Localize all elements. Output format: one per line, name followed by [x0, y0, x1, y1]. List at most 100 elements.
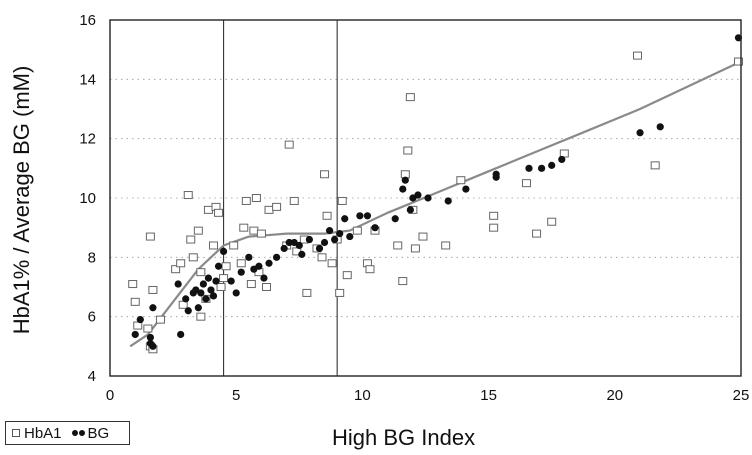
- bg-point: [298, 250, 306, 258]
- bg-point: [305, 235, 313, 244]
- hba1-point: [322, 211, 332, 220]
- y-tick-label: 4: [88, 368, 96, 385]
- hba1-point: [145, 232, 155, 241]
- filled-circle-icon: [78, 430, 85, 436]
- bg-point: [202, 295, 210, 303]
- bg-point: [656, 123, 664, 131]
- bg-point: [525, 164, 533, 172]
- hba1-point: [216, 283, 226, 291]
- bg-point: [295, 241, 303, 250]
- series-bg: [131, 34, 743, 350]
- bg-point: [214, 262, 223, 270]
- bg-point: [401, 176, 409, 184]
- hba1-point: [183, 191, 193, 200]
- hba1-point: [272, 202, 282, 211]
- hba1-point: [219, 274, 229, 283]
- hba1-point: [221, 262, 231, 271]
- hba1-point: [405, 93, 415, 102]
- x-tick-label: 5: [232, 387, 240, 404]
- bg-point: [331, 235, 339, 244]
- hba1-point: [284, 140, 294, 149]
- bg-point: [285, 238, 293, 247]
- bg-point: [406, 206, 414, 214]
- hba1-point: [342, 271, 352, 280]
- trend-line: [129, 60, 742, 348]
- bg-point: [255, 262, 263, 270]
- bg-point: [197, 289, 205, 297]
- bg-point: [174, 280, 182, 288]
- bg-point: [184, 307, 192, 315]
- hba1-point: [214, 208, 224, 217]
- bg-point: [462, 185, 470, 193]
- bg-point: [207, 286, 215, 294]
- open-square-icon: [12, 429, 20, 437]
- hba1-point: [650, 161, 660, 170]
- filled-circle-icon: [71, 430, 78, 436]
- bg-point: [182, 295, 190, 303]
- y-tick-label: 6: [88, 309, 96, 326]
- hba1-point: [176, 259, 186, 268]
- legend-label-bg: BG: [87, 424, 110, 442]
- hba1-point: [171, 265, 181, 274]
- y-tick-label: 12: [79, 131, 96, 148]
- hba1-point: [208, 241, 218, 250]
- bg-point: [265, 259, 273, 267]
- hba1-point: [418, 232, 428, 241]
- hba1-point: [489, 223, 499, 232]
- hba1-point: [143, 324, 153, 333]
- bg-point: [734, 34, 743, 42]
- hba1-point: [456, 176, 466, 185]
- hba1-point: [196, 268, 206, 277]
- bg-point: [325, 227, 334, 235]
- bg-point: [146, 333, 154, 342]
- hba1-point: [239, 223, 249, 232]
- legend-item-hba1: HbA1: [12, 425, 62, 442]
- hba1-point: [489, 211, 499, 220]
- bg-point: [260, 274, 268, 282]
- bg-point: [194, 304, 202, 312]
- hba1-point: [403, 146, 413, 155]
- x-tick-labels: 0 5 10 15 20 25: [106, 387, 750, 404]
- bg-point: [346, 232, 354, 241]
- hba1-point: [261, 283, 271, 291]
- hba1-point: [337, 196, 347, 205]
- legend-item-bg: BG: [71, 424, 110, 442]
- bg-point: [219, 247, 228, 255]
- legend: HbA1 BG: [5, 421, 131, 445]
- hba1-point: [335, 288, 345, 297]
- bg-point: [272, 253, 281, 261]
- hba1-point: [264, 205, 274, 214]
- hba1-point: [236, 259, 246, 268]
- hba1-point: [327, 259, 337, 268]
- hba1-point: [130, 297, 140, 306]
- bg-point: [315, 244, 324, 253]
- bg-point: [199, 280, 207, 288]
- x-tick-label: 25: [733, 387, 750, 404]
- legend-label-hba1: HbA1: [24, 424, 62, 442]
- bg-point: [320, 238, 329, 247]
- hba1-point: [289, 196, 299, 205]
- y-tick-label: 8: [88, 249, 96, 266]
- hba1-point: [733, 57, 743, 66]
- hba1-point: [193, 226, 203, 235]
- y-tick-labels: 4 6 8 10 12 14 16: [79, 12, 96, 385]
- hba1-point: [188, 253, 198, 262]
- bg-point: [177, 330, 185, 339]
- y-tick-label: 16: [79, 12, 96, 29]
- hba1-point: [352, 226, 362, 235]
- hba1-point: [249, 226, 259, 235]
- y-tick-label: 10: [79, 190, 96, 207]
- bg-point: [209, 292, 218, 300]
- x-tick-label: 20: [606, 387, 623, 404]
- hba1-point: [148, 285, 158, 294]
- hba1-point: [410, 244, 420, 253]
- x-tick-label: 10: [354, 387, 371, 404]
- hba1-point: [441, 241, 451, 250]
- bg-point: [356, 212, 364, 220]
- bg-point: [558, 155, 566, 164]
- bg-point: [149, 342, 157, 350]
- bg-point: [341, 215, 349, 223]
- bg-point: [424, 194, 432, 202]
- hba1-point: [155, 315, 165, 324]
- bg-point: [136, 316, 144, 324]
